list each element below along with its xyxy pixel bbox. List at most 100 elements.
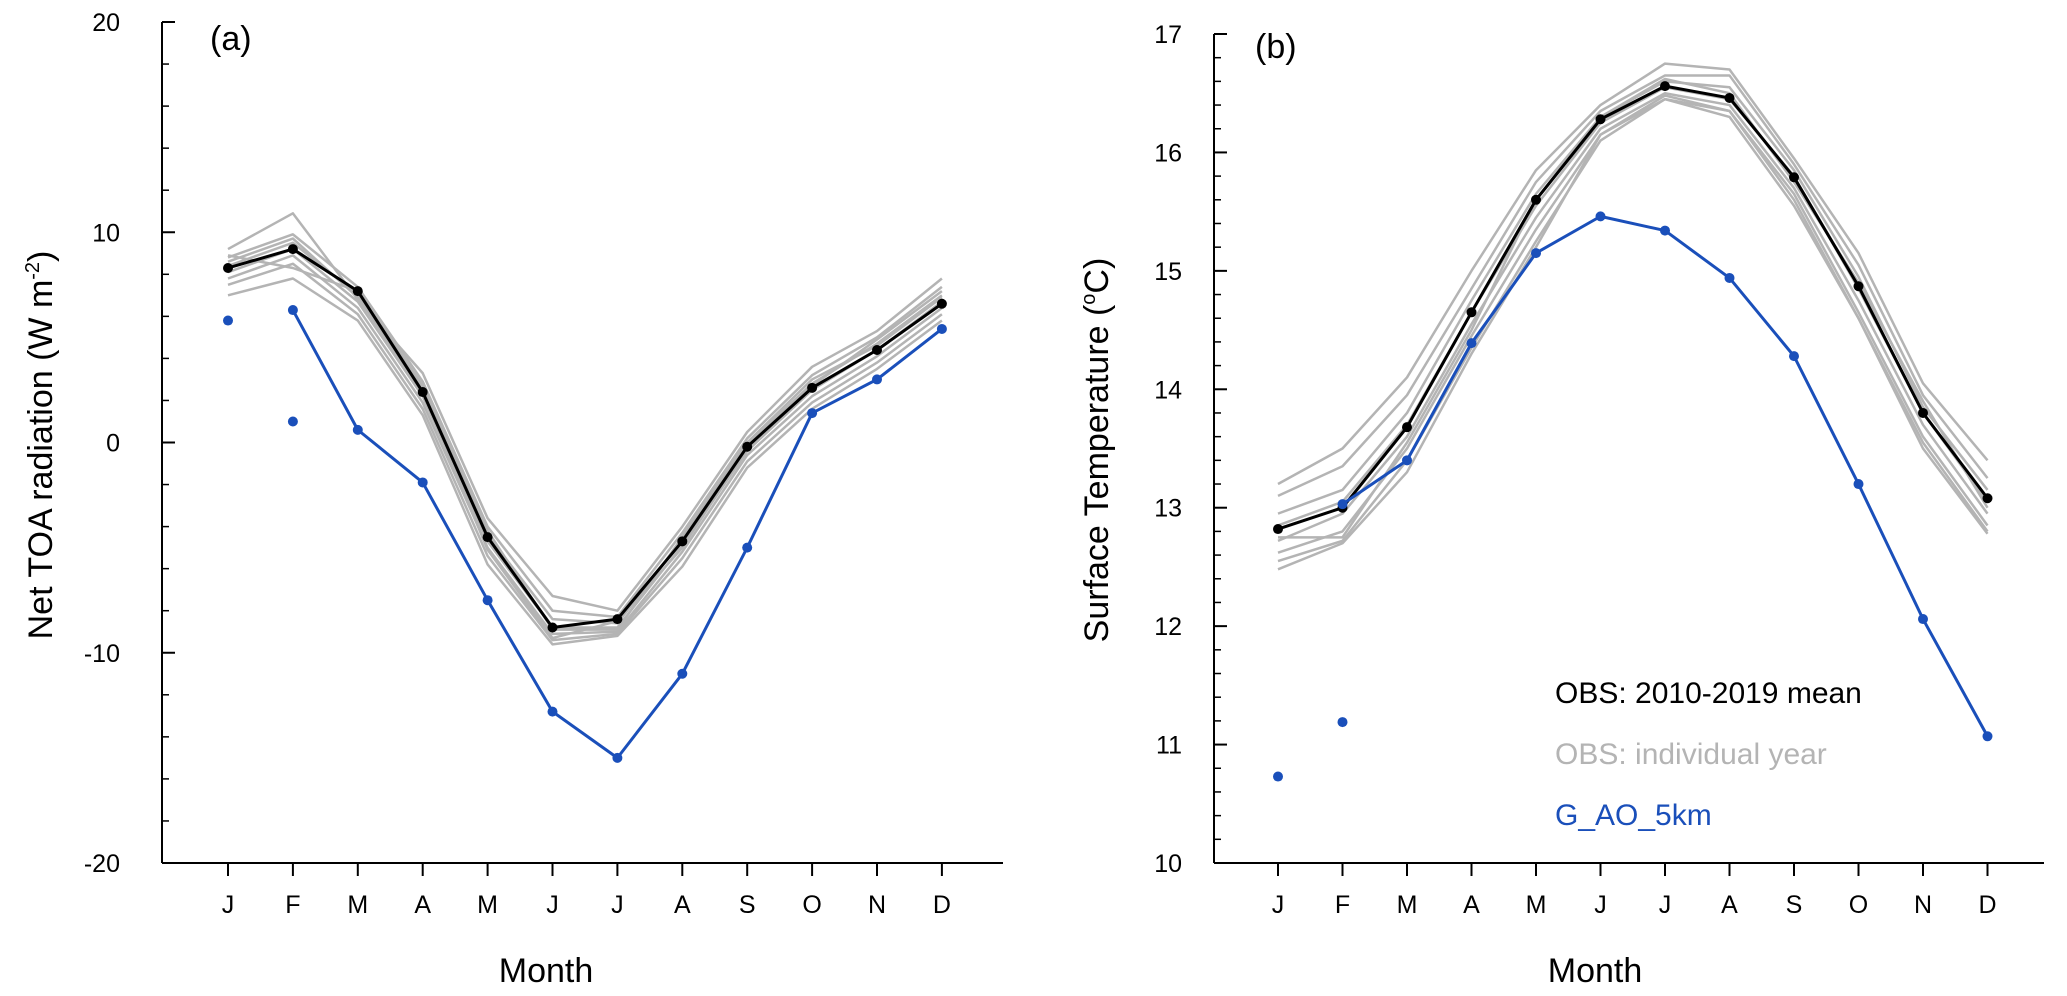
panel-b-ylabel-sup: o [1078,294,1100,305]
panel-b-point-model [1660,225,1670,236]
panel-a-series-line-individual [227,277,943,646]
panel-b-x-tick-label: F [1335,891,1350,919]
panel-a-ylabel-close: ) [22,251,60,262]
panel-a-y-tick-label: 10 [92,219,120,247]
panel-a-label: (a) [210,20,252,58]
legend-model: G_AO_5km [1555,799,1712,832]
panel-b-point-mean [1273,524,1283,535]
panel-b-y-tick-label: 17 [1154,21,1182,49]
panel-a-x-tick-label: A [414,891,431,919]
panel-b-x-tick-label: S [1786,891,1803,919]
panel-b-label: (b) [1255,28,1297,66]
panel-b-x-tick-label: N [1914,891,1932,919]
panel-a-point-mean [807,382,818,393]
panel-a-series [223,212,947,763]
panel-b-series-line-model [1341,214,1989,738]
panel-a-point-model [287,305,298,316]
panel-b-ylabel-close: C) [1078,258,1116,294]
panel-b-point-model [1402,455,1412,466]
panel-a-series-line-individual [227,241,943,625]
panel-b-y-tick-label: 15 [1154,258,1182,286]
panel-a-point-model [742,542,753,553]
panel-a-point-mean [936,298,947,309]
panel-a-point-model [223,315,233,326]
panel-a-point-mean [677,536,688,547]
panel-b-point-model [1595,211,1606,222]
panel-b-point-model [1724,272,1735,283]
panel-b-y-tick-label: 11 [1156,732,1182,760]
panel-a-point-mean [612,614,623,625]
panel-a-point-model [482,595,493,606]
panel-b-x-tick-label: O [1849,891,1868,919]
panel-a-axes: -20 -10 0 10 20 J F M A M J J A S O N D [84,9,1003,919]
panel-b-y-tick-label: 10 [1154,850,1182,878]
panel-a-x-tick-label: J [611,891,624,919]
panel-a-point-mean [547,622,558,633]
panel-a-series-line-mean [227,247,943,630]
panel-b-x-tick-label: A [1721,891,1738,919]
legend: OBS: 2010-2019 mean OBS: individual year… [1555,677,1862,832]
panel-a-x-tick-label: D [933,891,951,919]
panel-b-x-tick-label: J [1659,891,1672,919]
panel-b-x-tick-label: M [1526,891,1547,919]
panel-b-ylabel-main: Surface Temperature ( [1078,304,1116,642]
panel-b-series-line-individual [1277,62,1989,486]
panel-b-axes: 10 11 12 13 14 15 16 17 J F M A M J J A S O N D [1154,21,2044,919]
panel-a-series-line-individual [227,254,943,631]
panel-a-point-mean [287,244,298,255]
panel-b-point-model [1789,351,1799,362]
panel-b-y-tick-label: 13 [1154,495,1182,523]
panel-b-x-axis-title: Month [1548,952,1643,990]
panel-a-series-line-individual [227,212,943,612]
panel-b-x-tick-label: J [1272,891,1285,919]
panel-b-y-tick-label: 12 [1154,613,1182,641]
panel-a-series-line-individual [227,247,943,629]
panel-a-x-tick-label: F [285,891,300,919]
panel-b-point-mean [1466,307,1477,318]
panel-b-point-mean [1595,114,1606,125]
panel-b-point-mean [1918,407,1928,418]
panel-a-x-tick-label: O [802,891,821,919]
panel-a-series-line-individual [227,233,943,619]
panel-a-point-model [287,416,298,427]
panel-b-point-model [1918,614,1928,625]
panel-b-series-line-individual [1277,94,1989,554]
panel-b-point-mean [1982,493,1993,504]
panel-a-y-axis-title: Net TOA radiation (W m-2) [22,251,60,640]
panel-b-y-tick-label: 14 [1154,376,1182,404]
panel-b-point-mean [1789,172,1799,183]
panel-b-point-mean [1724,92,1735,103]
panel-b-point-model [1982,731,1993,742]
panel-b-point-mean [1531,194,1541,205]
panel-b-x-tick-label: J [1594,891,1607,919]
panel-a-x-tick-label: N [868,891,886,919]
panel-a-series-line-individual [227,254,943,636]
panel-b-point-mean [1402,422,1412,433]
panel-b-x-tick-label: D [1978,891,1996,919]
panel-b-series-line-individual [1277,74,1989,498]
panel-b-y-axis-title: Surface Temperature (oC) [1078,258,1116,643]
panel-a-ylabel-main: Net TOA radiation (W m [22,280,60,640]
panel-a-point-mean [742,441,753,452]
panel-a-series-line-individual [227,237,943,640]
panel-a-point-model [677,668,688,679]
panel-a-x-tick-label: M [477,891,498,919]
panel-a-x-tick-label: J [546,891,559,919]
panel-a-y-tick-label: -10 [84,640,120,668]
panel-b-y-tick-label: 16 [1154,139,1182,167]
panel-b-series-line-individual [1277,86,1989,527]
panel-b-point-mean [1660,81,1670,92]
panel-b-series-line-mean [1277,84,1989,531]
panel-a-x-tick-label: M [347,891,368,919]
panel-b-point-model [1531,248,1541,259]
panel-a-y-tick-label: 20 [92,9,120,37]
panel-a-point-model [417,477,428,488]
panel-b-x-tick-label: M [1397,891,1418,919]
panel-b-series-line-individual [1277,97,1989,571]
panel-a-point-mean [223,262,233,273]
panel-b-x-tick-label: A [1463,891,1480,919]
panel-a-y-tick-label: 0 [106,430,120,458]
panel-b-series-line-individual [1278,77,1989,539]
panel-a-point-mean [482,532,493,543]
